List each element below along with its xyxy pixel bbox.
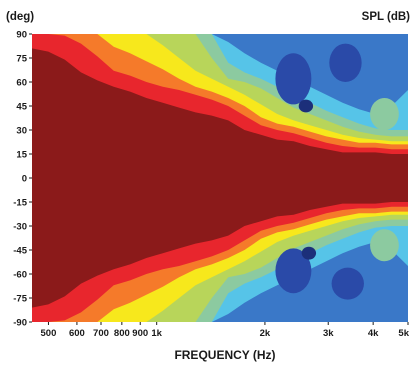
y-tick-label: 45 (16, 102, 27, 113)
contour-island-4 (275, 248, 312, 294)
x-tick-label: 1k (151, 328, 162, 339)
contour-island-3 (370, 98, 399, 130)
x-axis-ticks: 500 600 700 800 900 1k 2k 3k 4k 5k (41, 322, 410, 339)
contour-band-level-7-lower (32, 242, 408, 322)
y-tick-label: 75 (16, 54, 27, 65)
y-tick-label: -90 (13, 318, 27, 329)
contour-island-2 (298, 99, 314, 113)
contour-island-5 (331, 267, 364, 300)
y-tick-label: -15 (13, 198, 27, 209)
x-tick-label: 900 (132, 328, 148, 339)
y-tick-label: -30 (13, 222, 27, 233)
y-axis-ticks: 90 75 60 45 30 15 0 -15 -30 -45 -60 -75 -90 (13, 30, 32, 329)
contour-plot-area (32, 34, 408, 322)
y-tick-label: 60 (16, 78, 27, 89)
x-tick-label: 500 (41, 328, 57, 339)
x-tick-label: 4k (368, 328, 379, 339)
contour-island-0 (275, 53, 312, 105)
x-tick-label: 800 (114, 328, 130, 339)
contour-island-7 (370, 229, 399, 262)
x-tick-label: 3k (323, 328, 334, 339)
y-tick-label: 0 (22, 174, 27, 185)
contour-island-1 (329, 43, 362, 82)
y-tick-label: -75 (13, 294, 27, 305)
y-tick-label: 15 (16, 150, 27, 161)
y-tick-label: -60 (13, 270, 27, 281)
x-tick-label: 700 (93, 328, 109, 339)
x-tick-label: 5k (398, 328, 409, 339)
y-axis-unit-label: (deg) (6, 11, 34, 23)
y-tick-label: 30 (16, 126, 27, 137)
y-tick-label: 90 (16, 30, 27, 41)
colorbar-label: SPL (dB) (362, 11, 411, 23)
y-tick-label: -45 (13, 246, 27, 257)
x-tick-label: 2k (260, 328, 271, 339)
x-tick-label: 600 (69, 328, 85, 339)
contour-island-6 (301, 246, 317, 260)
x-axis-title: FREQUENCY (Hz) (174, 348, 275, 362)
contour-band-level-7-upper (32, 34, 408, 114)
